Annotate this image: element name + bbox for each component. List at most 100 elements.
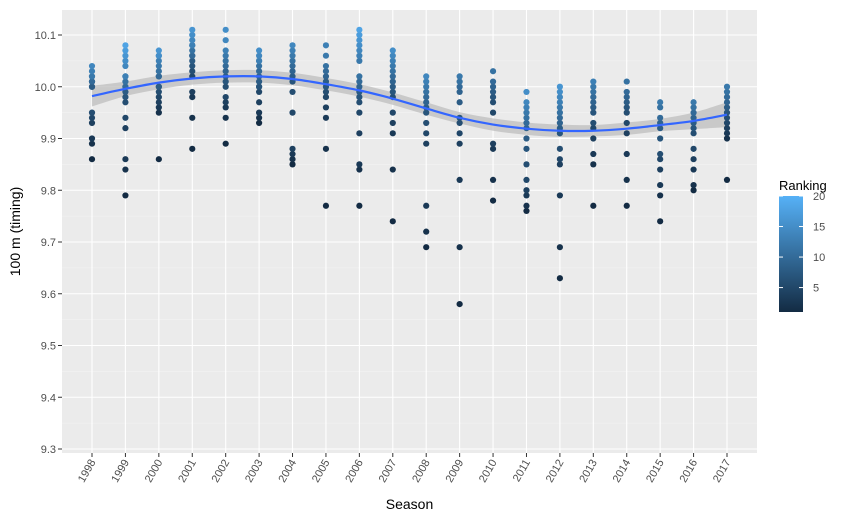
data-point <box>389 57 396 64</box>
data-point <box>590 109 597 116</box>
data-point <box>690 130 697 137</box>
data-point <box>523 187 530 194</box>
data-point <box>590 83 597 90</box>
data-point <box>590 94 597 101</box>
data-point <box>623 94 630 101</box>
data-point <box>590 119 597 127</box>
data-point <box>189 31 196 39</box>
data-point <box>189 68 196 75</box>
data-point <box>523 104 530 111</box>
data-point <box>356 37 363 44</box>
data-point <box>456 73 463 80</box>
data-point <box>556 88 563 96</box>
data-point <box>356 130 363 137</box>
data-point <box>523 119 530 127</box>
data-point <box>88 135 96 142</box>
data-point <box>356 78 363 85</box>
data-point <box>189 88 196 96</box>
data-point <box>623 176 630 183</box>
data-point <box>256 114 263 121</box>
data-point <box>423 94 430 101</box>
data-point <box>423 130 430 137</box>
data-point <box>523 114 530 121</box>
y-tick-label: 9.4 <box>41 392 56 404</box>
data-point <box>657 181 664 189</box>
data-point <box>489 88 497 96</box>
x-tick-label: 2001 <box>176 458 199 485</box>
data-point <box>122 57 129 64</box>
data-point <box>389 62 396 70</box>
data-point <box>723 88 731 96</box>
data-point <box>322 94 330 101</box>
data-point <box>256 47 263 54</box>
data-point <box>590 135 597 142</box>
data-point <box>289 52 296 59</box>
data-point <box>122 114 129 121</box>
data-point <box>423 73 430 80</box>
y-tick-label: 10.0 <box>35 82 56 94</box>
data-point <box>256 83 263 90</box>
data-point <box>456 88 463 96</box>
data-point <box>222 140 229 147</box>
x-axis-ticks: 1998 1999 2000 2001 2002 2003 2004 2005 2006 2007… <box>76 453 734 485</box>
data-point <box>723 114 731 121</box>
data-point <box>590 161 597 168</box>
data-point <box>322 114 330 121</box>
data-point <box>222 83 229 90</box>
data-point <box>189 37 196 44</box>
data-point <box>556 99 563 106</box>
legend: Ranking 20 15 10 5 <box>779 178 827 312</box>
data-point <box>523 88 530 96</box>
data-point <box>155 57 162 64</box>
legend-label: 10 <box>813 252 825 264</box>
data-point <box>657 99 664 106</box>
y-axis-ticks: 9.3 9.4 9.5 9.6 9.7 9.8 9.9 10.0 10.1 <box>35 30 62 456</box>
data-point <box>657 135 664 142</box>
data-point <box>88 156 96 163</box>
data-point <box>590 88 597 96</box>
data-point <box>690 181 697 189</box>
data-point <box>657 192 664 199</box>
data-point <box>523 135 530 142</box>
x-tick-label: 1999 <box>109 458 132 485</box>
data-point <box>289 150 296 158</box>
data-point <box>456 119 463 127</box>
legend-label: 15 <box>813 222 825 234</box>
smooth-trend-line <box>91 75 728 133</box>
data-point <box>389 83 396 90</box>
data-point <box>122 62 129 70</box>
data-point <box>690 125 697 132</box>
data-point <box>122 166 129 173</box>
data-point <box>523 99 530 106</box>
data-point <box>389 218 396 225</box>
data-point <box>556 109 563 116</box>
data-point <box>489 78 497 85</box>
data-point <box>122 52 129 59</box>
data-point <box>356 52 363 59</box>
data-point <box>189 57 196 64</box>
data-point <box>256 109 263 116</box>
data-point <box>690 166 697 173</box>
data-point <box>657 114 664 121</box>
data-point <box>456 83 463 90</box>
data-point <box>657 125 664 132</box>
data-point <box>222 114 229 121</box>
data-point <box>322 202 330 209</box>
data-point <box>389 52 396 59</box>
x-tick-label: 2013 <box>577 458 600 485</box>
data-point <box>389 88 396 96</box>
data-point <box>88 109 96 116</box>
data-point <box>256 99 263 106</box>
data-point <box>322 73 330 80</box>
x-tick-label: 2016 <box>678 458 701 485</box>
data-point <box>289 57 296 64</box>
data-point <box>155 99 162 106</box>
data-point <box>222 104 229 111</box>
data-point <box>690 99 697 106</box>
data-point <box>222 68 229 75</box>
data-point <box>356 161 363 168</box>
y-tick-label: 9.9 <box>41 134 56 146</box>
data-point <box>389 130 396 137</box>
data-point <box>356 202 363 209</box>
